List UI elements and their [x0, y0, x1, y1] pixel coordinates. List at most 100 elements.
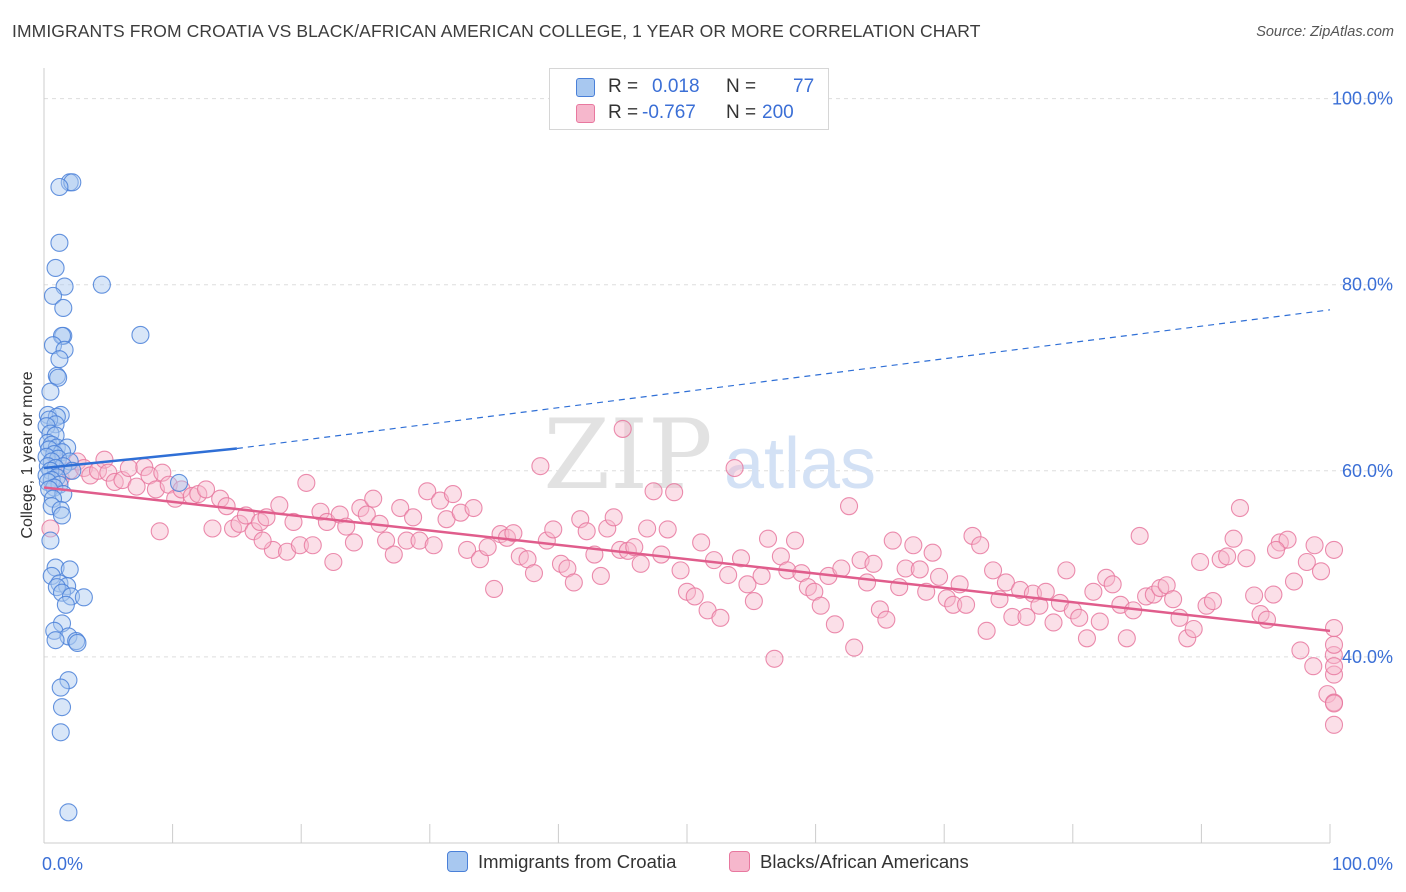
pink-point — [397, 531, 416, 550]
blue-series-points — [37, 173, 189, 822]
blue-point — [169, 473, 189, 492]
pink-point — [1017, 607, 1036, 626]
pink-point — [811, 596, 830, 615]
pink-point — [883, 531, 902, 550]
pink-point — [344, 533, 363, 552]
pink-point — [1324, 619, 1344, 638]
pink-point — [1266, 540, 1286, 559]
pink-point — [1191, 552, 1210, 572]
blue-point — [60, 560, 79, 579]
pink-point — [1137, 587, 1156, 606]
pink-point — [638, 519, 657, 538]
pink-point — [671, 561, 690, 580]
blue-point — [50, 350, 69, 369]
stats-row-black: R = -0.767 N = 200 — [550, 102, 828, 126]
blue-point — [50, 177, 69, 197]
blue-point — [52, 583, 72, 602]
pink-point — [1084, 582, 1103, 601]
blue-point — [59, 803, 78, 822]
watermark: ZIP atlas — [543, 399, 876, 511]
pink-point — [1057, 561, 1076, 580]
pink-point — [485, 579, 504, 599]
pink-point — [937, 589, 956, 608]
blue-point — [59, 671, 78, 690]
pink-point — [1070, 608, 1089, 627]
blue-point — [51, 500, 70, 519]
pink-point — [1184, 619, 1203, 639]
pink-point — [223, 519, 243, 538]
pink-point — [1324, 540, 1344, 559]
pink-point — [685, 587, 704, 606]
legend-item-black[interactable]: Blacks/African Americans — [729, 851, 969, 877]
pink-point — [870, 600, 889, 619]
pink-point — [1090, 612, 1109, 631]
pink-point — [250, 512, 270, 532]
pink-point — [1178, 629, 1197, 648]
legend-item-croatia[interactable]: Immigrants from Croatia — [447, 851, 676, 877]
legend-blue-swatch — [447, 851, 468, 872]
y-tick-label: 40.0% — [1342, 647, 1393, 667]
pink-point — [270, 496, 289, 515]
grid-lines — [44, 98, 1394, 658]
pink-point — [1130, 526, 1149, 545]
blue-point — [56, 595, 75, 614]
pink-point — [424, 536, 443, 555]
pink-point — [692, 533, 711, 552]
pink-point — [864, 554, 883, 573]
y-tick-label: 80.0% — [1342, 275, 1393, 295]
n-value: 200 — [762, 102, 794, 123]
pink-point — [944, 595, 963, 614]
pink-point — [644, 482, 663, 501]
correlation-stats-box: R = 0.018 N = 77 R = -0.767 N = 200 — [549, 68, 829, 130]
blue-point — [74, 588, 93, 607]
blue-point — [51, 678, 70, 697]
pink-point — [1170, 608, 1189, 627]
y-tick-label: 60.0% — [1342, 461, 1393, 481]
pink-point — [384, 545, 403, 564]
pink-point — [478, 538, 497, 557]
pink-point — [1311, 562, 1331, 581]
pink-point — [825, 615, 844, 634]
blue-point — [92, 275, 111, 294]
pink-point — [404, 508, 423, 527]
pink-point — [904, 536, 923, 555]
pink-point — [719, 565, 738, 585]
n-label: N = — [726, 102, 757, 123]
blue-point — [46, 258, 65, 278]
pink-point — [551, 554, 571, 573]
pink-point — [1003, 607, 1022, 626]
legend-label: Blacks/African Americans — [760, 851, 969, 872]
blue-trend-line — [43, 447, 238, 470]
pink-point — [377, 531, 396, 550]
pink-point — [290, 536, 309, 555]
pink-swatch — [576, 104, 595, 123]
pink-point — [1245, 586, 1264, 605]
pink-point — [1278, 530, 1297, 549]
blue-point — [47, 578, 66, 597]
pink-point — [253, 531, 272, 550]
pink-point — [1297, 552, 1316, 572]
pink-point — [105, 472, 124, 492]
pink-point — [311, 502, 330, 521]
pink-point — [458, 540, 477, 559]
pink-point — [1264, 585, 1283, 604]
pink-point — [744, 592, 763, 611]
pink-point — [364, 489, 383, 508]
pink-point — [613, 419, 632, 438]
pink-point — [1077, 629, 1096, 648]
pink-point — [731, 549, 751, 568]
pink-point — [203, 519, 222, 538]
pink-trend-line — [43, 486, 1331, 633]
trend-lines — [43, 309, 1331, 633]
pink-point — [957, 595, 976, 614]
pink-point — [598, 519, 617, 538]
pink-point — [1197, 596, 1216, 615]
pink-point — [1237, 549, 1256, 568]
blue-point — [41, 382, 60, 401]
pink-point — [857, 573, 877, 592]
chart-title: IMMIGRANTS FROM CROATIA VS BLACK/AFRICAN… — [12, 21, 981, 41]
n-value: 77 — [793, 76, 815, 97]
pink-point — [1305, 536, 1324, 555]
pink-point — [1044, 613, 1063, 632]
x-tick-label: 100.0% — [1332, 854, 1393, 874]
